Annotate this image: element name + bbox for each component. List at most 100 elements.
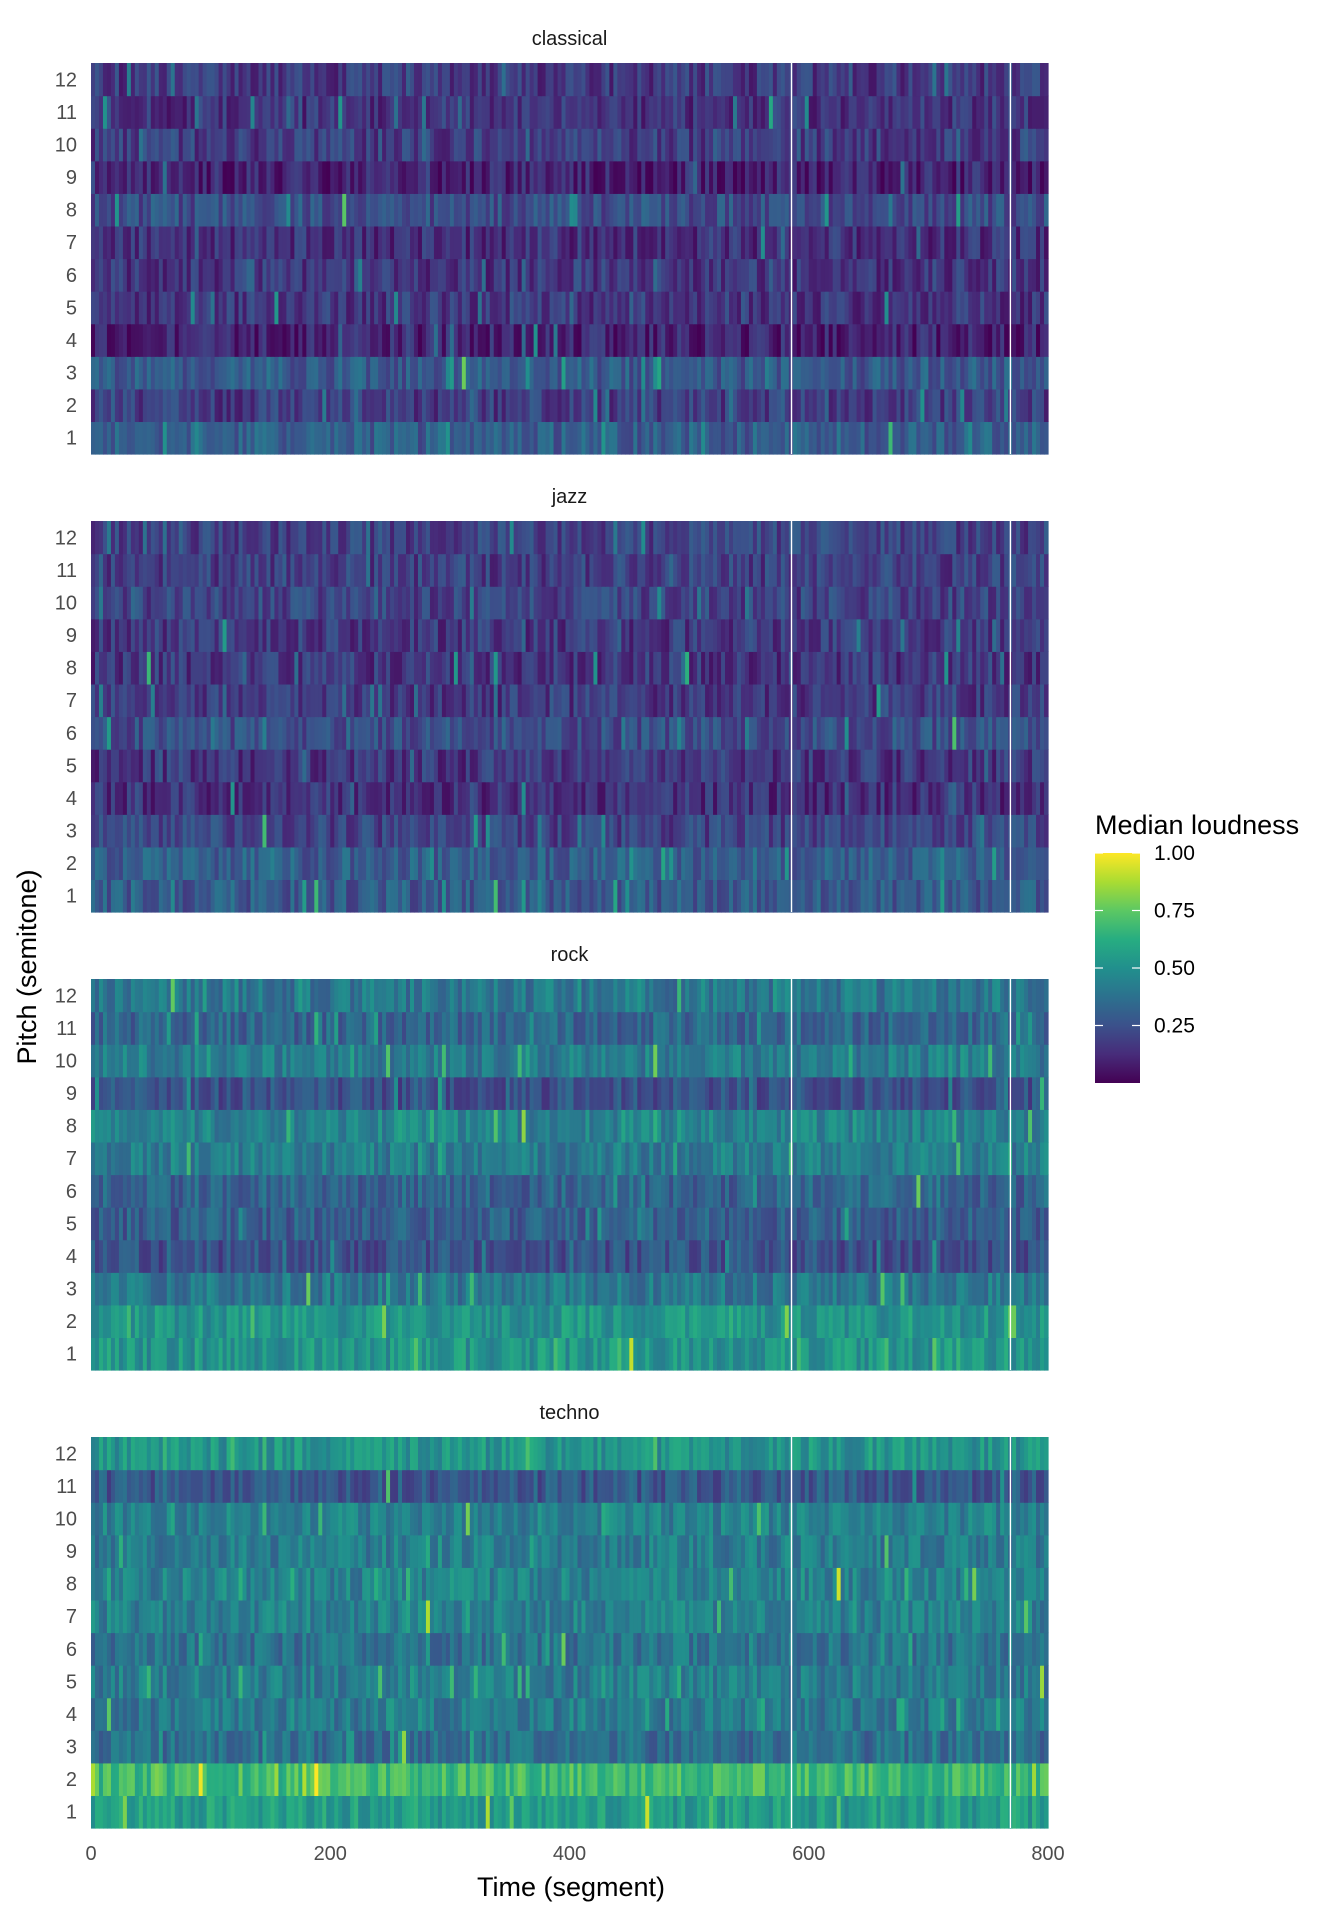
heatmap-cell bbox=[832, 63, 838, 97]
heatmap-cell bbox=[94, 421, 100, 455]
heatmap-cell bbox=[497, 258, 503, 292]
heatmap-cell bbox=[1016, 879, 1021, 913]
heatmap-cell bbox=[210, 716, 216, 750]
heatmap-cell bbox=[230, 291, 236, 325]
heatmap-cell bbox=[114, 421, 120, 455]
heatmap-cell bbox=[130, 388, 136, 423]
heatmap-cell bbox=[505, 63, 511, 97]
heatmap-cell bbox=[637, 356, 642, 390]
heatmap-cell bbox=[362, 160, 367, 194]
heatmap-cell bbox=[565, 716, 571, 750]
heatmap-cell bbox=[812, 781, 818, 815]
heatmap-cell bbox=[473, 95, 479, 129]
heatmap-cell bbox=[138, 258, 144, 292]
heatmap-cell bbox=[705, 683, 710, 718]
heatmap-cell bbox=[796, 323, 802, 357]
heatmap-cell bbox=[91, 193, 96, 227]
heatmap-cell bbox=[270, 323, 276, 357]
heatmap-cell bbox=[641, 160, 646, 194]
heatmap-cell bbox=[1032, 291, 1037, 325]
heatmap-cell bbox=[370, 651, 375, 685]
heatmap-cell bbox=[673, 291, 678, 325]
heatmap-cell bbox=[525, 716, 531, 750]
heatmap-cell bbox=[621, 388, 626, 423]
heatmap-cell bbox=[972, 421, 977, 455]
heatmap-cell bbox=[91, 291, 96, 325]
heatmap-cell bbox=[178, 323, 184, 357]
heatmap-cell bbox=[637, 160, 642, 194]
heatmap-cell bbox=[545, 63, 551, 97]
heatmap-cell bbox=[382, 95, 387, 129]
heatmap-cell bbox=[744, 63, 750, 97]
heatmap-cell bbox=[864, 356, 870, 390]
heatmap-cell bbox=[485, 323, 491, 357]
heatmap-cell bbox=[681, 781, 686, 815]
heatmap-cell bbox=[126, 323, 132, 357]
heatmap-cell bbox=[944, 225, 949, 260]
heatmap-cell bbox=[258, 749, 264, 783]
heatmap-cell bbox=[621, 716, 626, 750]
heatmap-cell bbox=[134, 193, 140, 227]
heatmap-cell bbox=[410, 781, 415, 815]
heatmap-cell bbox=[437, 421, 443, 455]
heatmap-cell bbox=[976, 323, 981, 357]
heatmap-cell bbox=[637, 128, 642, 162]
heatmap-cell bbox=[740, 225, 746, 260]
heatmap-cell bbox=[178, 128, 184, 162]
heatmap-cell bbox=[836, 95, 842, 129]
heatmap-cell bbox=[665, 651, 670, 685]
heatmap-cell bbox=[461, 879, 467, 913]
heatmap-cell bbox=[465, 618, 471, 652]
heatmap-cell bbox=[130, 160, 136, 194]
heatmap-cell bbox=[521, 258, 527, 292]
heatmap-cell bbox=[226, 356, 232, 390]
heatmap-cell bbox=[992, 683, 997, 718]
heatmap-cell bbox=[545, 95, 551, 129]
heatmap-cell bbox=[413, 193, 419, 227]
heatmap-cell bbox=[832, 749, 838, 783]
heatmap-cell bbox=[318, 716, 323, 750]
heatmap-cell bbox=[91, 225, 96, 260]
heatmap-cell bbox=[469, 258, 475, 292]
heatmap-cell bbox=[330, 258, 335, 292]
heatmap-cell bbox=[613, 879, 618, 913]
heatmap-cell bbox=[425, 421, 431, 455]
heatmap-cell bbox=[1012, 879, 1017, 913]
heatmap-cell bbox=[1024, 323, 1029, 357]
heatmap-cell bbox=[780, 63, 786, 97]
heatmap-cell bbox=[178, 421, 184, 455]
heatmap-cell bbox=[772, 749, 778, 783]
heatmap-cell bbox=[1028, 128, 1033, 162]
heatmap-cell bbox=[126, 716, 132, 750]
heatmap-cell bbox=[976, 356, 981, 390]
heatmap-cell bbox=[150, 225, 156, 260]
heatmap-cell bbox=[1024, 651, 1029, 685]
heatmap-cell bbox=[1020, 749, 1025, 783]
heatmap-cell bbox=[158, 63, 164, 97]
heatmap-cell bbox=[421, 291, 427, 325]
heatmap-cell bbox=[238, 63, 244, 97]
heatmap-cell bbox=[170, 421, 176, 455]
heatmap-cell bbox=[752, 388, 758, 423]
heatmap-cell bbox=[473, 323, 479, 357]
heatmap-cell bbox=[888, 879, 894, 913]
heatmap-cell bbox=[158, 879, 164, 913]
heatmap-cell bbox=[705, 160, 710, 194]
heatmap-cell bbox=[465, 716, 471, 750]
heatmap-cell bbox=[900, 814, 906, 848]
heatmap-cell bbox=[828, 421, 834, 455]
heatmap-cell bbox=[505, 683, 511, 718]
heatmap-cell bbox=[473, 160, 479, 194]
heatmap-cell bbox=[258, 651, 264, 685]
heatmap-cell bbox=[617, 421, 622, 455]
heatmap-cell bbox=[1040, 63, 1045, 97]
heatmap-cell bbox=[872, 421, 878, 455]
heatmap-cell bbox=[792, 388, 798, 423]
heatmap-cell bbox=[441, 749, 447, 783]
heatmap-cell bbox=[150, 128, 156, 162]
heatmap-cell bbox=[629, 814, 634, 848]
heatmap-cell bbox=[517, 128, 523, 162]
heatmap-cell bbox=[270, 781, 276, 815]
heatmap-cell bbox=[1044, 846, 1049, 881]
heatmap-cell bbox=[904, 160, 910, 194]
